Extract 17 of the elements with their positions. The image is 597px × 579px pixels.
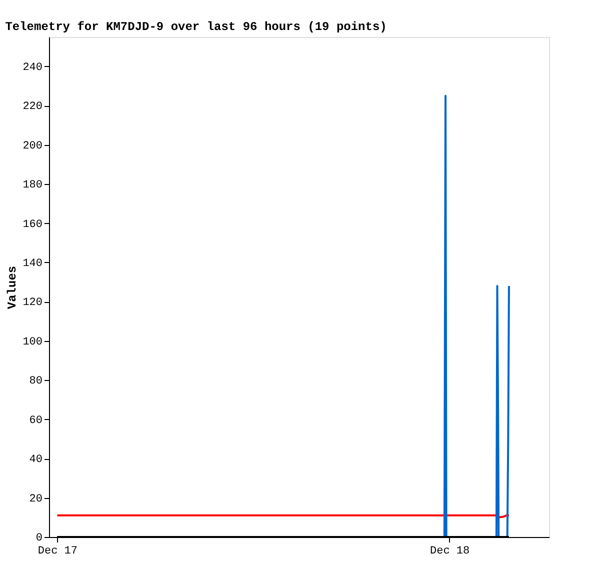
y-tick-label: 20 (29, 493, 42, 506)
y-tick-label: 180 (22, 180, 42, 192)
chart-title: Telemetry for KM7DJD-9 over last 96 hours (19 points) (5, 20, 387, 34)
y-tick-label: 60 (29, 414, 42, 427)
x-tick-label: Dec 17 (38, 546, 78, 558)
y-tick-label: 200 (22, 140, 42, 152)
y-tick-label: 40 (29, 454, 42, 466)
y-tick-label: 140 (22, 258, 42, 270)
y-axis-title: Values (6, 266, 20, 310)
y-tick-label: 220 (22, 101, 42, 114)
y-tick-label: 0 (36, 532, 42, 544)
x-tick-label: Dec 18 (430, 546, 470, 558)
y-tick-label: 120 (22, 297, 42, 310)
y-tick-label: 80 (29, 376, 42, 388)
y-tick-label: 100 (22, 336, 42, 348)
y-tick-label: 160 (22, 218, 42, 231)
y-tick-label: 240 (22, 62, 42, 74)
